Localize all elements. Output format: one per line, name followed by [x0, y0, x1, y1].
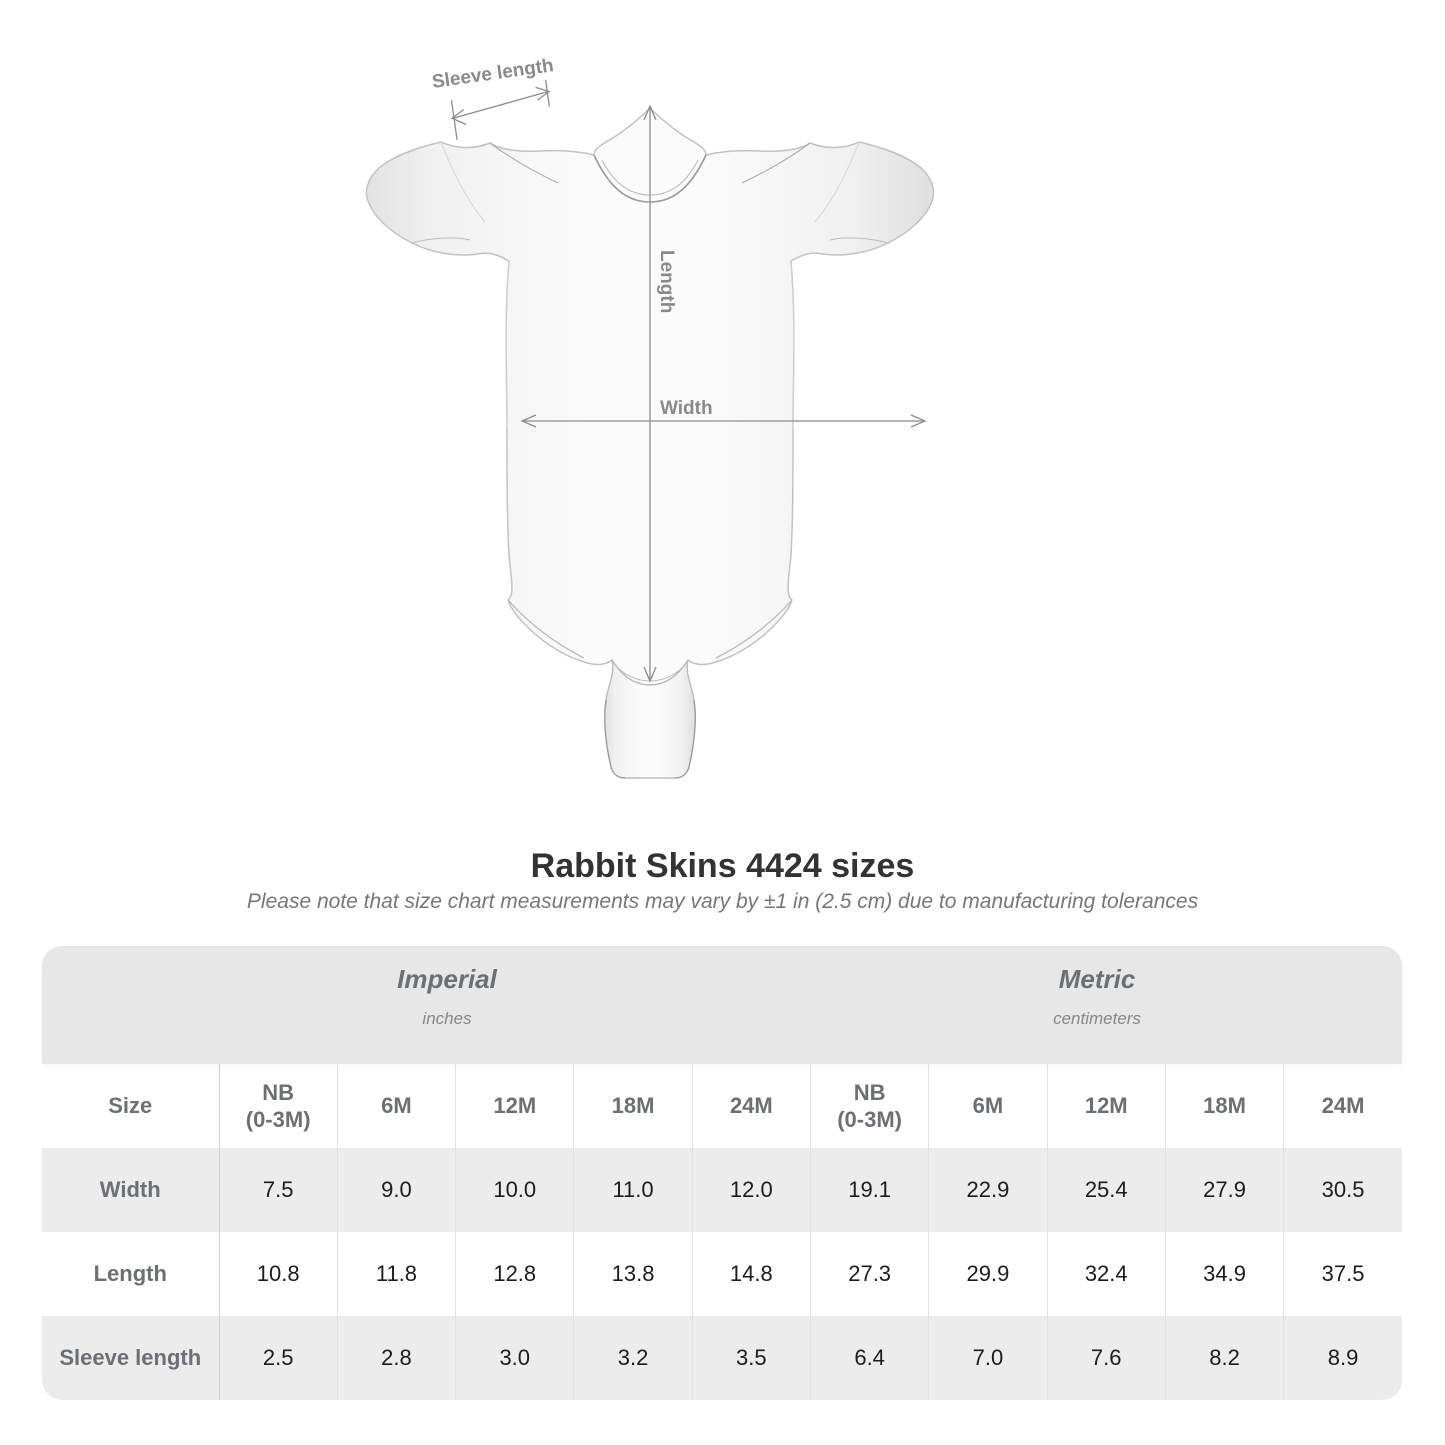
svg-text:Length: Length [656, 250, 677, 313]
svg-text:Width: Width [660, 398, 713, 419]
